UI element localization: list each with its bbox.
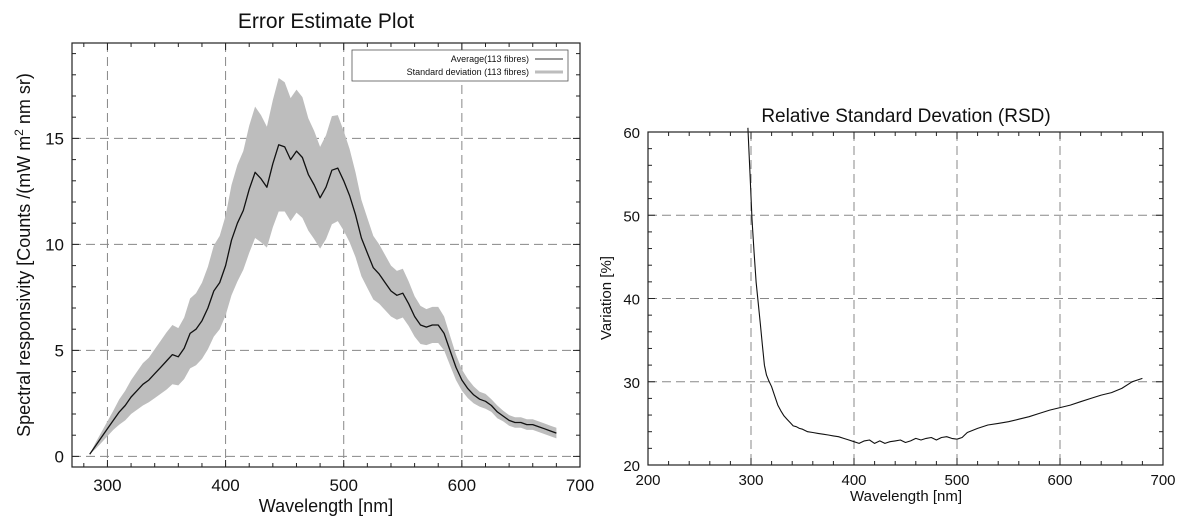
x-tick-label-600: 600 [448,476,476,495]
y-tick-label-5: 5 [55,341,64,360]
y-tick-label-30: 30 [623,375,640,392]
x-tick-label-400: 400 [841,472,866,489]
chart-2-y-axis-label: Variation [%] [598,256,615,340]
x-tick-label-600: 600 [1047,472,1072,489]
series-average-line [89,144,557,455]
chart-2-x-axis-label: Wavelength [nm] [850,488,962,505]
legend-box [351,49,569,82]
series-stddev-band [89,78,557,455]
series-rsd-line [747,127,1143,444]
legend-label-stddev: Standard deviation (113 fibres) [407,67,529,77]
y-tick-label-60: 60 [623,125,640,142]
x-tick-label-200: 200 [635,472,660,489]
y-tick-label-10: 10 [45,235,64,254]
chart-1-marks [89,78,557,455]
rsd-plot: Relative Standard Devation (RSD) 200 300 4… [598,106,1176,505]
x-tick-label-300: 300 [93,476,121,495]
chart-2-title: Relative Standard Devation (RSD) [761,106,1050,127]
x-tick-label-500: 500 [944,472,969,489]
x-tick-label-300: 300 [738,472,763,489]
x-tick-label-700: 700 [1150,472,1175,489]
y-tick-label-0: 0 [55,447,64,466]
chart-1-legend: Average(113 fibres) Standard deviation (… [351,49,569,82]
legend-label-average: Average(113 fibres) [451,54,529,64]
chart-1-title: Error Estimate Plot [238,10,414,33]
x-tick-label-500: 500 [330,476,358,495]
chart-2-marks [747,127,1143,444]
y-tick-label-20: 20 [623,458,640,475]
y-tick-label-50: 50 [623,208,640,225]
y-tick-label-15: 15 [45,129,64,148]
chart-2-grid [648,132,1163,465]
chart-1-x-axis-label: Wavelength [nm] [259,496,393,516]
chart-1-y-axis-label: Spectral responsivity [Counts /(mW m2 nm… [12,73,34,437]
y-tick-label-40: 40 [623,292,640,309]
chart-1-grid [72,43,580,467]
chart-1-plot-frame [71,42,581,468]
x-tick-label-700: 700 [566,476,594,495]
chart-2-ticks: 200 300 400 500 600 700 20 30 40 50 60 [623,125,1175,489]
chart-1-ticks: 300 400 500 600 700 0 5 10 15 [45,43,594,495]
error-estimate-plot: Error Estimate Plot 300 400 500 600 700 0 5 10 1… [12,10,594,516]
x-tick-label-400: 400 [211,476,239,495]
